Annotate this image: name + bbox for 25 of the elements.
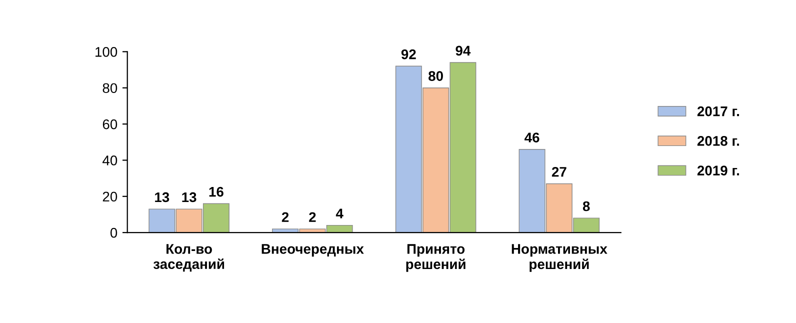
data-label: 27 — [552, 166, 566, 177]
x-tick-label: Внеочередных — [262, 244, 364, 257]
data-label: 2 — [309, 212, 316, 222]
data-label: 46 — [524, 132, 540, 142]
x-tick-label: Кол-во заседаний — [153, 244, 224, 272]
y-tick-label: 20 — [102, 192, 118, 202]
data-label: 13 — [155, 192, 170, 202]
data-label: 4 — [336, 208, 344, 218]
y-tick-label: 40 — [102, 156, 118, 166]
data-label: 92 — [401, 49, 416, 60]
legend-label: 2019 г. — [697, 166, 739, 176]
legend-label: 2018 г. — [697, 136, 739, 146]
x-tick-label: Нормативных решений — [512, 244, 608, 272]
y-tick-label: 100 — [96, 47, 118, 57]
legend-label: 2017 г. — [697, 106, 739, 116]
y-tick-label: 0 — [110, 228, 118, 238]
data-label: 2 — [282, 212, 289, 222]
data-label: 13 — [182, 192, 196, 202]
x-tick-label: Принято решений — [406, 244, 466, 272]
y-tick-label: 60 — [102, 119, 118, 130]
data-label: 94 — [456, 46, 471, 56]
data-label: 80 — [428, 71, 443, 81]
data-label: 8 — [582, 201, 590, 212]
y-tick-label: 80 — [102, 83, 118, 94]
data-label: 16 — [209, 186, 224, 197]
